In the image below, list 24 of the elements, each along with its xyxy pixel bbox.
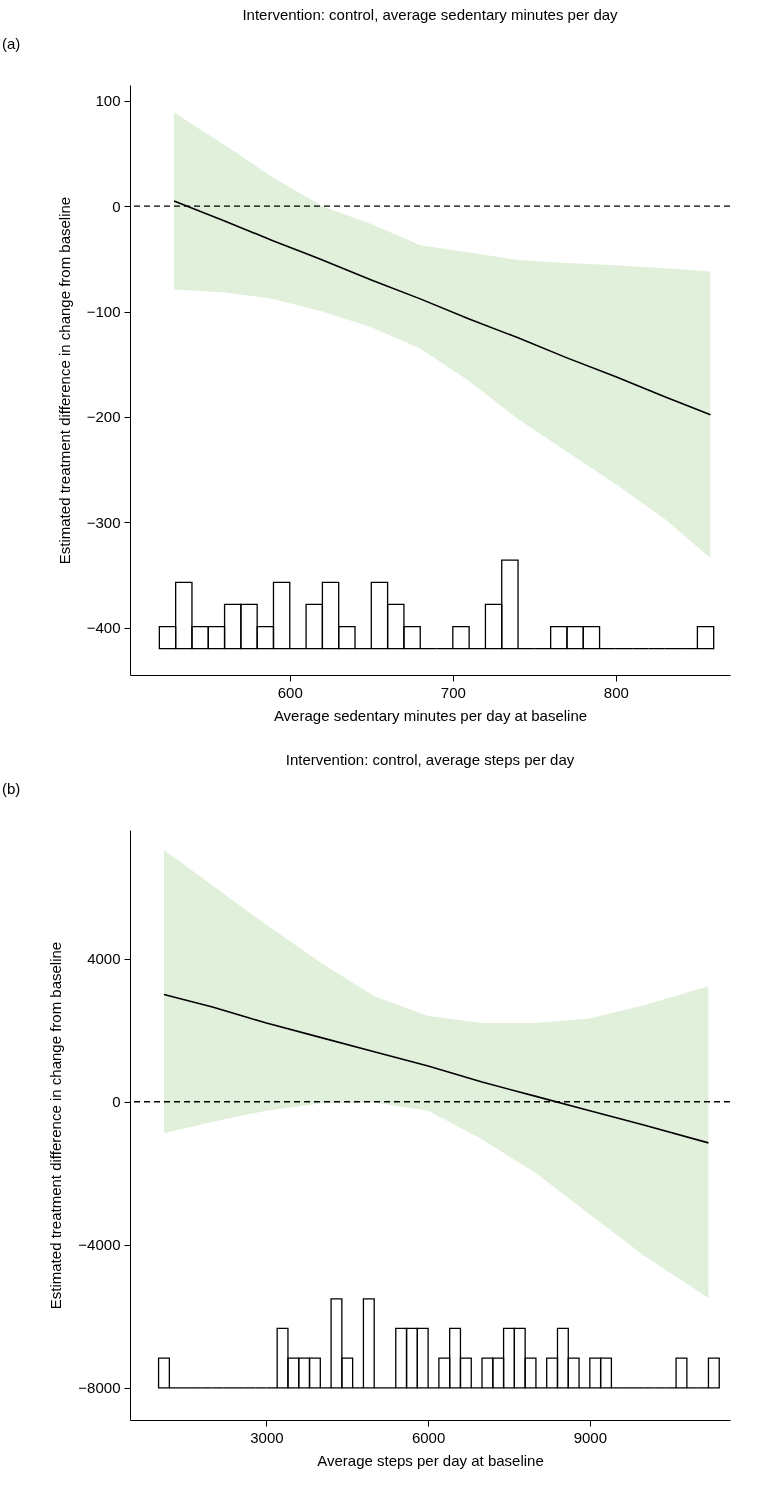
- y-tick-label: 100: [95, 92, 121, 110]
- x-axis-title: Average sedentary minutes per day at baseline: [273, 706, 588, 724]
- y-tick-label: 4000: [87, 950, 121, 968]
- x-tick-label: 800: [603, 683, 629, 701]
- x-tick-label: 3000: [250, 1428, 284, 1446]
- y-tick-label: −100: [86, 303, 121, 321]
- text: (a): [2, 35, 21, 52]
- text: (b): [2, 780, 21, 797]
- x-tick-label: 700: [440, 683, 466, 701]
- y-axis-title: Estimated treatment difference in change from baseline: [47, 941, 65, 1310]
- chart-title: Intervention: control, average steps per day: [285, 751, 575, 768]
- y-tick-label: −4000: [78, 1236, 121, 1254]
- y-tick-label: −300: [86, 513, 121, 531]
- y-tick-label: −200: [86, 408, 121, 426]
- y-tick-label: −8000: [78, 1379, 121, 1397]
- y-tick-label: 0: [112, 1093, 121, 1111]
- x-tick-label: 6000: [411, 1428, 446, 1446]
- chart-title: Intervention: control, average sedentary minutes per day: [242, 6, 619, 23]
- y-tick-label: −400: [86, 619, 121, 637]
- x-tick-label: 9000: [573, 1428, 608, 1446]
- y-axis-title: Estimated treatment difference in change from baseline: [55, 196, 73, 565]
- x-axis-title: Average steps per day at baseline: [317, 1451, 544, 1469]
- x-tick-label: 600: [277, 683, 303, 701]
- y-tick-label: 0: [112, 197, 121, 215]
